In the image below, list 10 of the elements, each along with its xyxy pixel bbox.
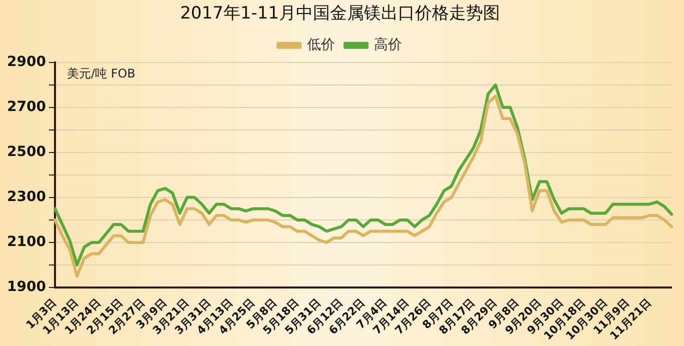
legend-label: 低价 (307, 37, 335, 54)
chart-title: 2017年1-11月中国金属镁出口价格走势图 (180, 4, 500, 24)
y-tick-label: 2300 (6, 189, 46, 206)
y-tick-label: 2900 (6, 54, 46, 70)
y-tick-label: 2500 (6, 144, 46, 160)
annotation: 美元/吨 FOB (66, 66, 136, 81)
y-tick-label: 2700 (6, 99, 46, 116)
y-tick-label: 1900 (6, 279, 46, 296)
legend-label: 高价 (374, 37, 402, 54)
y-tick-label: 2100 (6, 234, 46, 250)
